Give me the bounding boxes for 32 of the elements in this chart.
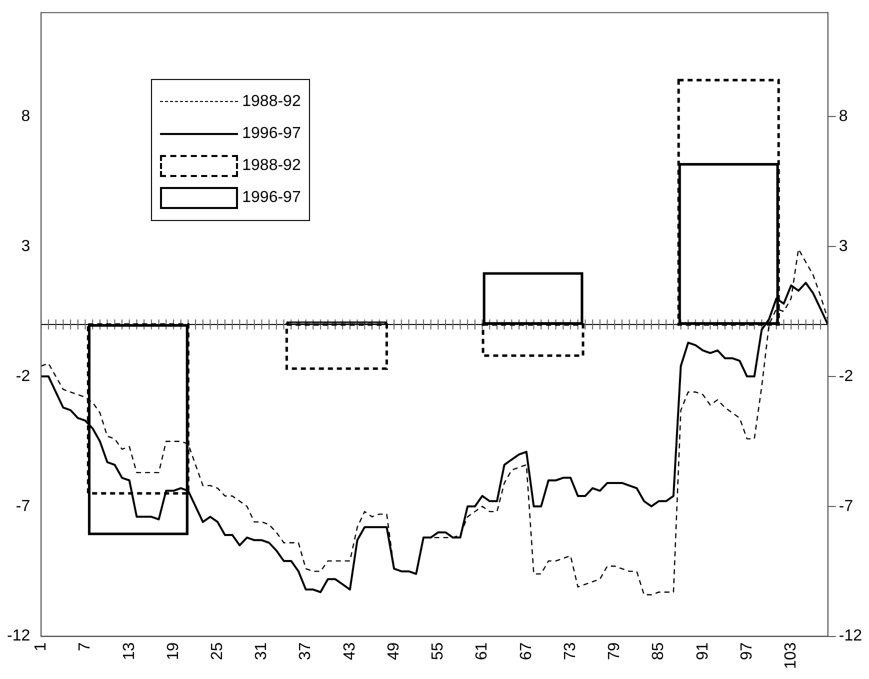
y-tick-label: -2 <box>16 368 30 385</box>
x-tick-label: 43 <box>341 642 358 660</box>
x-tick-label: 25 <box>209 642 226 660</box>
x-tick-label: 73 <box>562 642 579 660</box>
x-tick-label: 85 <box>650 642 668 660</box>
x-tick-label: 55 <box>430 642 447 660</box>
x-tick-label: 31 <box>253 642 270 660</box>
y2-tick-label: 8 <box>838 108 848 125</box>
y-tick-label: 3 <box>21 238 30 255</box>
x-tick-label: 37 <box>297 642 314 660</box>
legend-label: 1996-97 <box>242 188 301 207</box>
x-tick-label: 61 <box>474 642 491 660</box>
y2-tick-label: 3 <box>838 238 848 255</box>
x-tick-label: 79 <box>606 642 624 660</box>
x-tick-label: 13 <box>120 642 138 660</box>
y-tick-label: -12 <box>7 628 30 645</box>
y2-tick-label: -2 <box>838 368 854 385</box>
x-tick-label: 91 <box>694 642 712 660</box>
legend-label: 1988-92 <box>242 156 301 175</box>
legend-label: 1996-97 <box>242 124 301 143</box>
x-tick-label: 97 <box>738 642 756 660</box>
x-tick-label: 19 <box>164 642 182 660</box>
y-tick-label: 8 <box>21 108 30 125</box>
y2-tick-label: -7 <box>838 498 854 515</box>
y2-tick-label: -12 <box>838 628 862 645</box>
legend-label: 1988-92 <box>242 92 301 111</box>
y-tick-label: -7 <box>16 498 30 515</box>
x-tick-label: 7 <box>76 642 94 652</box>
x-tick-label: 49 <box>385 642 402 660</box>
x-tick-label: 67 <box>518 642 535 660</box>
x-tick-label: 1 <box>32 642 50 652</box>
x-tick-label: 103 <box>782 642 800 670</box>
